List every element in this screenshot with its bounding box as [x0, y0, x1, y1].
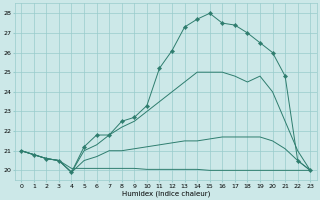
X-axis label: Humidex (Indice chaleur): Humidex (Indice chaleur) — [122, 190, 210, 197]
